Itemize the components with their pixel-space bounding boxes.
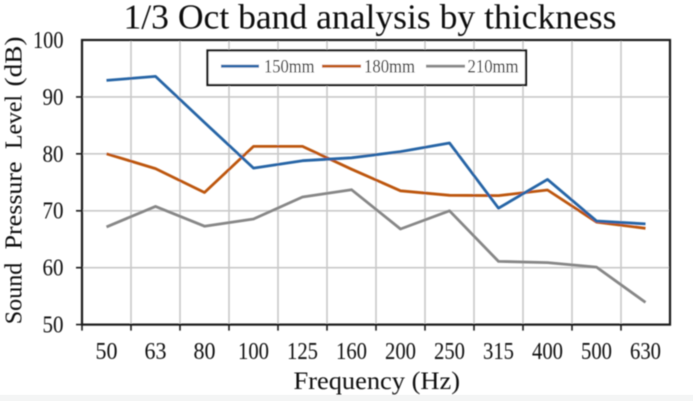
svg-text:150mm: 150mm <box>264 57 315 77</box>
svg-text:90: 90 <box>43 85 64 111</box>
svg-text:1/3 Oct band analysis by thick: 1/3 Oct band analysis by thickness <box>124 0 617 37</box>
svg-text:80: 80 <box>194 339 216 365</box>
svg-text:500: 500 <box>581 339 612 365</box>
svg-text:400: 400 <box>532 339 563 365</box>
svg-text:80: 80 <box>43 142 64 168</box>
svg-text:630: 630 <box>630 339 661 365</box>
svg-text:180mm: 180mm <box>364 57 416 77</box>
svg-text:250: 250 <box>434 339 465 365</box>
svg-text:Frequency (Hz): Frequency (Hz) <box>294 368 461 395</box>
svg-text:Pressure: Pressure <box>2 161 28 249</box>
svg-text:125: 125 <box>287 339 318 365</box>
svg-text:50: 50 <box>96 339 118 365</box>
svg-text:100: 100 <box>33 28 64 54</box>
svg-text:210mm: 210mm <box>468 57 520 77</box>
svg-text:60: 60 <box>43 256 64 282</box>
svg-text:70: 70 <box>43 199 64 225</box>
svg-text:315: 315 <box>483 339 514 365</box>
svg-text:200: 200 <box>385 339 416 365</box>
svg-text:50: 50 <box>43 313 64 339</box>
svg-text:Level: Level <box>2 95 28 149</box>
svg-text:100: 100 <box>238 339 269 365</box>
svg-text:(dB): (dB) <box>2 37 28 87</box>
svg-text:160: 160 <box>336 339 367 365</box>
svg-text:Sound: Sound <box>2 263 28 325</box>
svg-text:63: 63 <box>145 339 167 365</box>
